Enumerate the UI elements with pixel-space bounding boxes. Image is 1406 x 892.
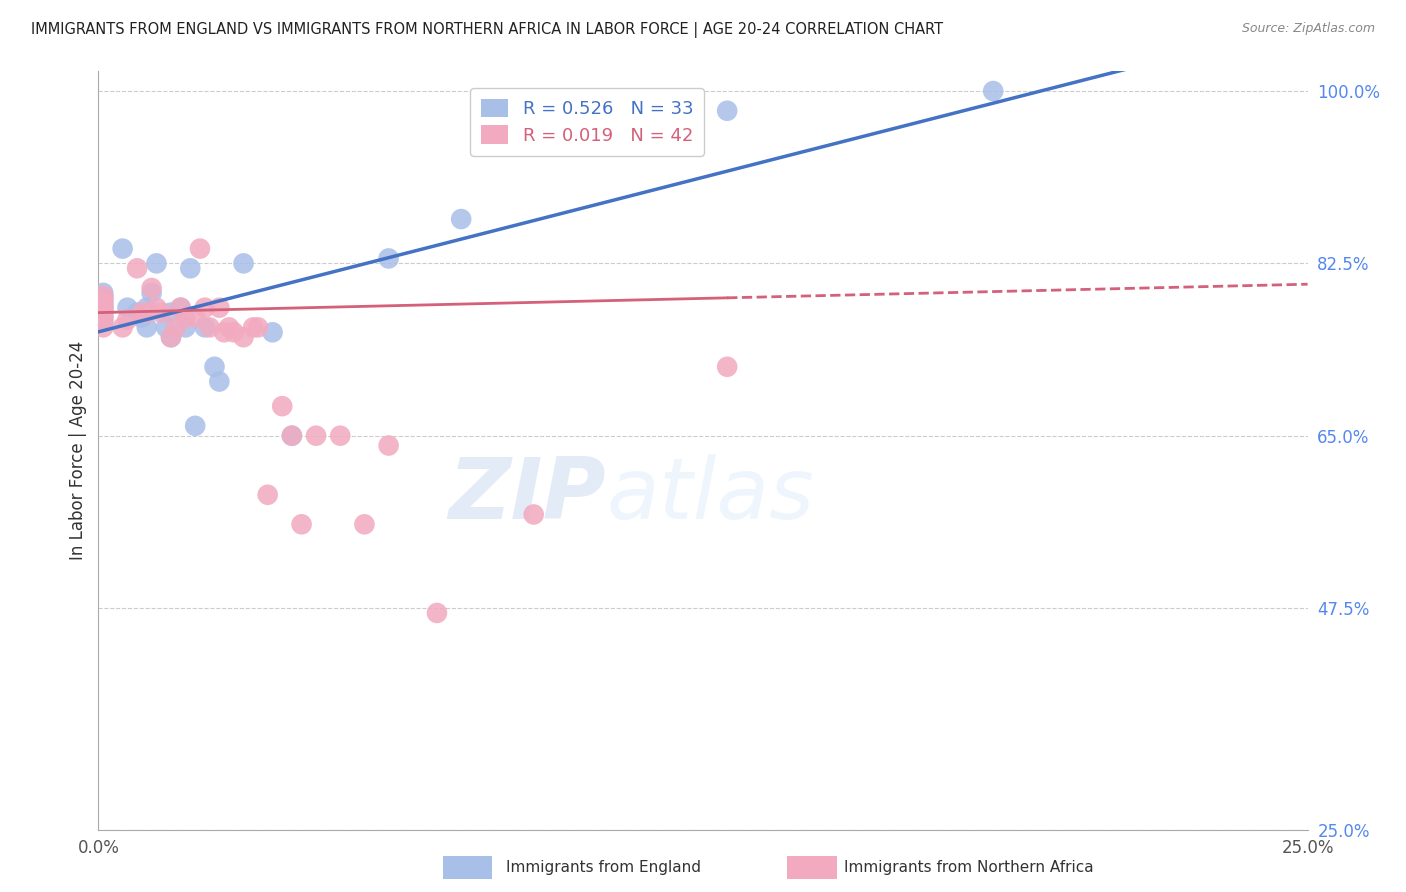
Point bbox=[256, 488, 278, 502]
Point bbox=[91, 312, 114, 326]
Point bbox=[91, 293, 114, 307]
Point bbox=[242, 320, 264, 334]
Point bbox=[145, 301, 167, 315]
Text: IMMIGRANTS FROM ENGLAND VS IMMIGRANTS FROM NORTHERN AFRICA IN LABOR FORCE | AGE : IMMIGRANTS FROM ENGLAND VS IMMIGRANTS FR… bbox=[31, 22, 943, 38]
Point bbox=[981, 84, 1004, 98]
Point bbox=[247, 320, 270, 334]
Point bbox=[194, 320, 217, 334]
Point bbox=[271, 399, 294, 413]
Point bbox=[169, 301, 191, 315]
Point bbox=[135, 320, 157, 334]
Point bbox=[281, 428, 304, 442]
Point bbox=[281, 428, 304, 442]
Point bbox=[91, 305, 114, 319]
Point bbox=[262, 326, 284, 340]
Point bbox=[111, 320, 134, 334]
Point bbox=[716, 359, 738, 374]
Point bbox=[91, 310, 114, 325]
Text: Immigrants from England: Immigrants from England bbox=[506, 860, 702, 874]
Point bbox=[131, 305, 153, 319]
Point bbox=[135, 305, 157, 319]
Point bbox=[716, 103, 738, 118]
Point bbox=[188, 242, 211, 256]
Point bbox=[141, 281, 163, 295]
Point bbox=[208, 301, 231, 315]
Point bbox=[117, 312, 139, 326]
Point bbox=[117, 301, 139, 315]
Point bbox=[329, 428, 352, 442]
Point bbox=[91, 291, 114, 305]
Point bbox=[91, 301, 114, 315]
Point bbox=[91, 297, 114, 311]
Point bbox=[165, 320, 187, 334]
Legend: R = 0.526   N = 33, R = 0.019   N = 42: R = 0.526 N = 33, R = 0.019 N = 42 bbox=[470, 88, 704, 155]
Point bbox=[174, 310, 197, 325]
Point bbox=[145, 256, 167, 270]
Point bbox=[155, 320, 177, 334]
Text: ZIP: ZIP bbox=[449, 454, 606, 538]
Point bbox=[141, 285, 163, 300]
Point bbox=[290, 517, 312, 532]
Point bbox=[91, 301, 114, 315]
Point bbox=[160, 330, 183, 344]
Point bbox=[111, 242, 134, 256]
Y-axis label: In Labor Force | Age 20-24: In Labor Force | Age 20-24 bbox=[69, 341, 87, 560]
Point bbox=[377, 252, 399, 266]
Point bbox=[127, 261, 149, 276]
Point bbox=[91, 295, 114, 310]
Point bbox=[131, 310, 153, 325]
Point bbox=[377, 438, 399, 452]
Point bbox=[150, 305, 173, 319]
Point bbox=[160, 305, 183, 319]
Point bbox=[91, 309, 114, 323]
Point bbox=[91, 304, 114, 318]
Point bbox=[232, 330, 254, 344]
Point bbox=[160, 330, 183, 344]
Point bbox=[523, 508, 546, 522]
Point bbox=[450, 212, 472, 227]
Point bbox=[91, 285, 114, 300]
Point bbox=[426, 606, 449, 620]
Point bbox=[208, 375, 231, 389]
Point bbox=[204, 359, 226, 374]
Point bbox=[174, 320, 197, 334]
Point bbox=[353, 517, 375, 532]
Point bbox=[91, 320, 114, 334]
Point bbox=[135, 301, 157, 315]
Point bbox=[218, 320, 240, 334]
Point bbox=[179, 261, 201, 276]
Point bbox=[232, 256, 254, 270]
Text: Source: ZipAtlas.com: Source: ZipAtlas.com bbox=[1241, 22, 1375, 36]
Point bbox=[194, 301, 217, 315]
Point bbox=[222, 326, 245, 340]
Point bbox=[91, 301, 114, 315]
Point bbox=[212, 326, 235, 340]
Point bbox=[198, 320, 221, 334]
Point bbox=[91, 315, 114, 329]
Point bbox=[184, 418, 207, 433]
Text: atlas: atlas bbox=[606, 454, 814, 538]
Point bbox=[169, 301, 191, 315]
Point bbox=[91, 289, 114, 303]
Point bbox=[184, 310, 207, 325]
Point bbox=[127, 305, 149, 319]
Text: Immigrants from Northern Africa: Immigrants from Northern Africa bbox=[844, 860, 1094, 874]
Point bbox=[305, 428, 328, 442]
